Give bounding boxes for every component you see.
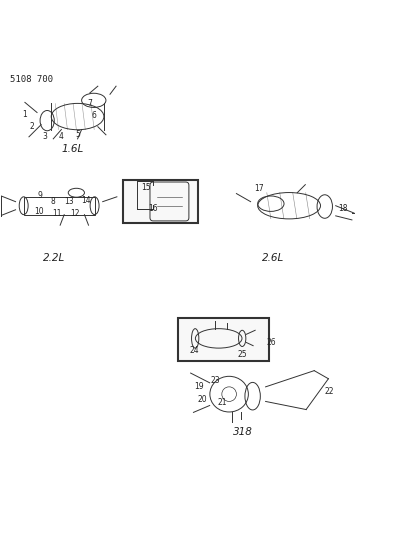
Text: 18: 18 xyxy=(338,205,347,213)
Text: 15: 15 xyxy=(142,183,151,192)
Text: 6: 6 xyxy=(91,111,96,120)
Text: 5108 700: 5108 700 xyxy=(10,75,53,84)
Text: 9: 9 xyxy=(38,191,42,200)
Text: 4: 4 xyxy=(59,132,64,141)
Text: 1: 1 xyxy=(22,110,27,119)
Text: 5: 5 xyxy=(75,130,80,139)
Text: 17: 17 xyxy=(254,184,264,193)
Text: 13: 13 xyxy=(64,197,73,206)
Text: 26: 26 xyxy=(266,338,276,347)
Text: 14: 14 xyxy=(81,196,91,205)
Text: 7: 7 xyxy=(87,99,92,108)
Text: 3: 3 xyxy=(43,132,48,141)
Text: 21: 21 xyxy=(218,398,227,407)
Text: 2.2L: 2.2L xyxy=(43,253,65,263)
Bar xyxy=(177,318,269,360)
Text: 25: 25 xyxy=(238,350,247,359)
Text: 2.6L: 2.6L xyxy=(262,253,284,263)
Text: 22: 22 xyxy=(324,387,334,396)
Text: 12: 12 xyxy=(71,208,80,217)
Text: 11: 11 xyxy=(53,208,62,217)
Text: 8: 8 xyxy=(51,197,55,206)
Text: 16: 16 xyxy=(149,205,158,213)
Text: 10: 10 xyxy=(34,207,44,216)
Text: 318: 318 xyxy=(233,427,253,438)
Bar xyxy=(123,180,198,223)
Text: 23: 23 xyxy=(211,376,220,385)
Bar xyxy=(24,197,95,215)
Text: 2: 2 xyxy=(29,122,34,131)
Text: 20: 20 xyxy=(197,395,207,404)
Text: 19: 19 xyxy=(194,382,204,391)
Text: 1.6L: 1.6L xyxy=(61,144,83,154)
Text: 24: 24 xyxy=(189,346,199,356)
